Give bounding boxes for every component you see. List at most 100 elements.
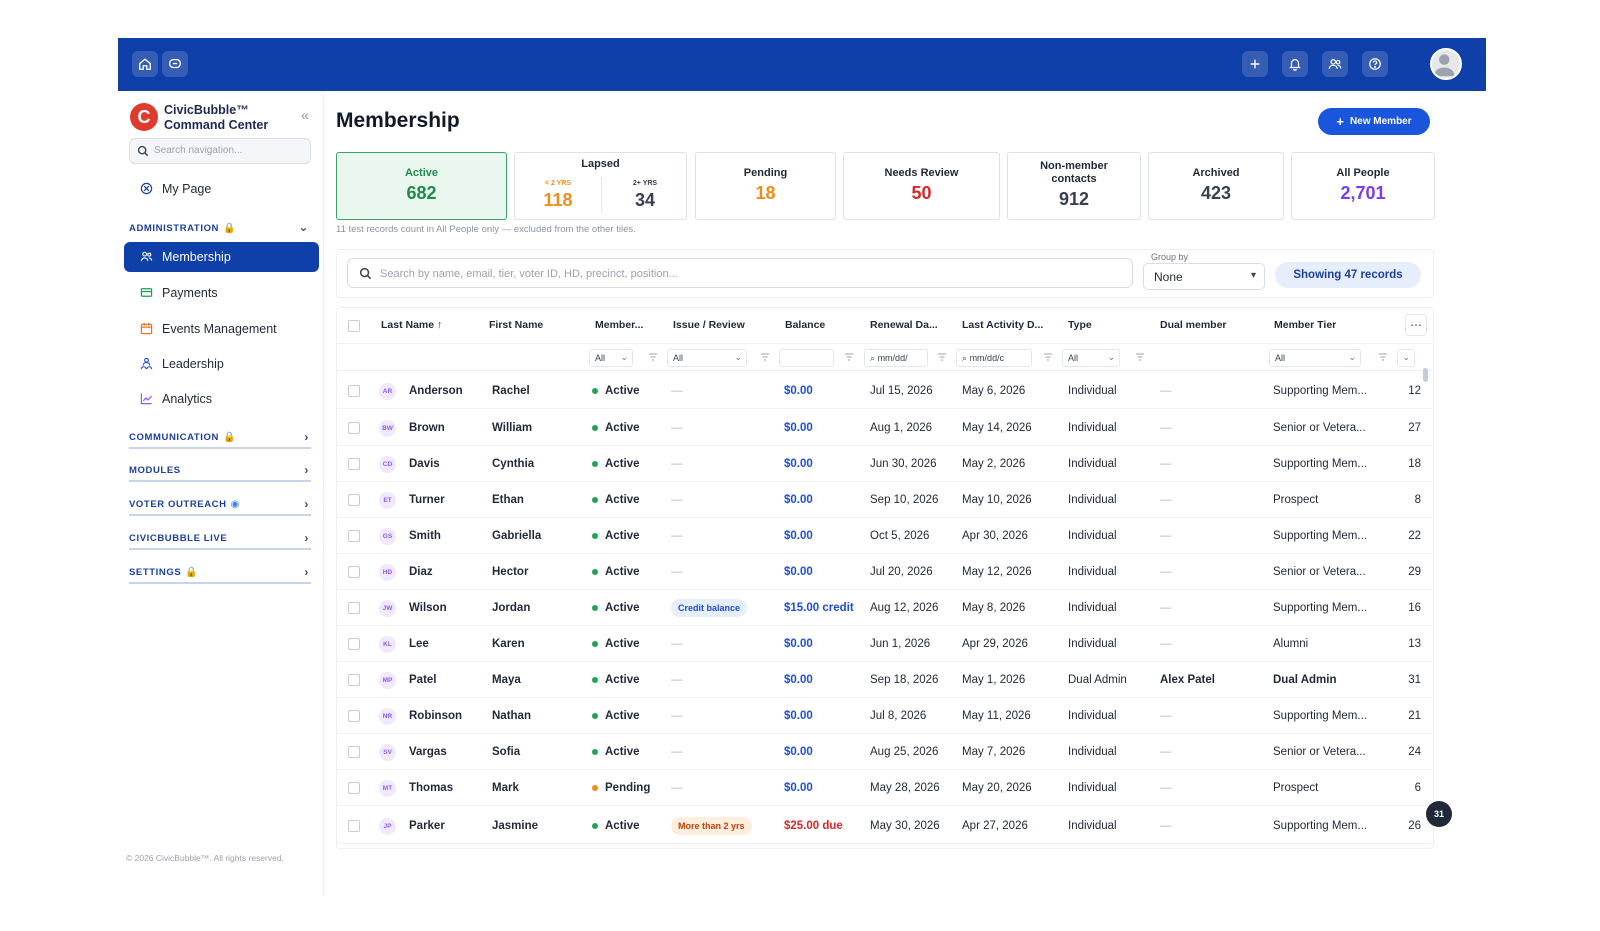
- table-row[interactable]: BW Brown William Active — $0.00 Aug 1, 2026 May…: [337, 410, 1433, 446]
- filter-tier-select[interactable]: All ⌄: [1269, 349, 1361, 367]
- section-voter-outreach[interactable]: VOTER OUTREACH ◉ ›: [129, 494, 311, 516]
- last-name[interactable]: Brown: [409, 422, 445, 434]
- filter-icon[interactable]: [937, 352, 947, 362]
- floating-count-badge[interactable]: 31: [1426, 801, 1452, 827]
- filter-icon[interactable]: [1043, 352, 1053, 362]
- last-name[interactable]: Wilson: [409, 602, 447, 614]
- col-member-status[interactable]: Member...: [595, 319, 644, 331]
- section-settings[interactable]: SETTINGS 🔒 ›: [129, 562, 311, 584]
- filter-icon[interactable]: [760, 352, 770, 362]
- table-row[interactable]: ET Turner Ethan Active — $0.00 Sep 10, 2026 May…: [337, 482, 1433, 518]
- member-search-input[interactable]: Search by name, email, tier, voter ID, H…: [347, 258, 1133, 288]
- table-row[interactable]: MP Patel Maya Active — $0.00 Sep 18, 2026 May 1…: [337, 662, 1433, 698]
- filter-icon[interactable]: [1378, 352, 1388, 362]
- last-name[interactable]: Thomas: [409, 782, 454, 794]
- tile-needs-review[interactable]: Needs Review 50: [843, 152, 1000, 220]
- collapse-sidebar-icon[interactable]: «: [301, 107, 309, 123]
- col-balance[interactable]: Balance: [785, 319, 826, 331]
- filter-icon[interactable]: [648, 352, 658, 362]
- table-row[interactable]: HD Diaz Hector Active — $0.00 Jul 20, 2026 May …: [337, 554, 1433, 590]
- sidebar-item-events[interactable]: Events Management: [124, 314, 319, 344]
- filter-issue-select[interactable]: All ⌄: [667, 349, 747, 367]
- col-renewal-date[interactable]: Renewal Da...: [870, 319, 938, 331]
- tile-active[interactable]: Active 682: [336, 152, 507, 220]
- col-first-name[interactable]: First Name: [489, 319, 544, 331]
- row-checkbox[interactable]: [348, 494, 360, 506]
- row-checkbox[interactable]: [348, 530, 360, 542]
- row-checkbox[interactable]: [348, 638, 360, 650]
- row-checkbox[interactable]: [348, 710, 360, 722]
- user-avatar[interactable]: [1430, 48, 1462, 80]
- sidebar-item-analytics[interactable]: Analytics: [124, 384, 319, 414]
- row-checkbox[interactable]: [348, 746, 360, 758]
- section-administration[interactable]: ADMINISTRATION 🔒 ⌄: [129, 217, 311, 239]
- last-name[interactable]: Robinson: [409, 710, 463, 722]
- chat-icon[interactable]: [162, 51, 188, 77]
- brand[interactable]: C CivicBubble™ Command Center «: [130, 101, 320, 137]
- row-checkbox[interactable]: [348, 566, 360, 578]
- row-checkbox[interactable]: [348, 674, 360, 686]
- help-icon[interactable]: [1362, 51, 1388, 77]
- table-row[interactable]: JW Wilson Jordan Active Credit balance $15.00…: [337, 590, 1433, 626]
- col-dual-member[interactable]: Dual member: [1160, 319, 1227, 331]
- table-row[interactable]: KL Lee Karen Active — $0.00 Jun 1, 2026 Apr 29,…: [337, 626, 1433, 662]
- table-row[interactable]: CD Davis Cynthia Active — $0.00 Jun 30, 2026 Ma…: [337, 446, 1433, 482]
- last-name[interactable]: Vargas: [409, 746, 447, 758]
- row-checkbox[interactable]: [348, 385, 360, 397]
- col-last-name[interactable]: Last Name ↑: [381, 319, 442, 331]
- row-checkbox[interactable]: [348, 782, 360, 794]
- filter-renewal-date[interactable]: ⌕ mm/dd/: [864, 349, 928, 367]
- tile-all-people[interactable]: All People 2,701: [1291, 152, 1435, 220]
- last-name[interactable]: Lee: [409, 638, 429, 650]
- last-name[interactable]: Turner: [409, 494, 445, 506]
- filter-icon[interactable]: [844, 352, 854, 362]
- row-checkbox[interactable]: [348, 422, 360, 434]
- plus-icon[interactable]: [1242, 51, 1268, 77]
- group-by-select[interactable]: None ▾: [1143, 263, 1265, 290]
- table-row[interactable]: SV Vargas Sofia Active — $0.00 Aug 25, 2026 May…: [337, 734, 1433, 770]
- home-icon[interactable]: [132, 51, 158, 77]
- last-name[interactable]: Patel: [409, 674, 437, 686]
- filter-balance-input[interactable]: [779, 349, 834, 367]
- last-name[interactable]: Davis: [409, 458, 440, 470]
- bell-icon[interactable]: [1282, 51, 1308, 77]
- last-name[interactable]: Parker: [409, 820, 445, 832]
- tile-non-member[interactable]: Non-member contacts 912: [1007, 152, 1141, 220]
- select-all-checkbox[interactable]: [348, 320, 360, 332]
- col-last-activity[interactable]: Last Activity D...: [962, 319, 1044, 331]
- table-scrollbar[interactable]: [1423, 368, 1428, 382]
- filter-icon[interactable]: [1135, 352, 1145, 362]
- last-name[interactable]: Smith: [409, 530, 441, 542]
- new-member-button[interactable]: + New Member: [1318, 108, 1430, 135]
- sidebar-item-payments[interactable]: Payments: [124, 278, 319, 308]
- sidebar-item-membership[interactable]: Membership: [124, 242, 319, 272]
- col-type[interactable]: Type: [1068, 319, 1092, 331]
- table-row[interactable]: NR Robinson Nathan Active — $0.00 Jul 8, 2026 M…: [337, 698, 1433, 734]
- row-checkbox[interactable]: [348, 820, 360, 832]
- tile-lapsed[interactable]: Lapsed < 2 YRS 118 2+ YRS 34: [514, 152, 687, 220]
- table-row[interactable]: JP Parker Jasmine Active More than 2 yrs $25.…: [337, 808, 1433, 844]
- row-checkbox[interactable]: [348, 602, 360, 614]
- tile-archived[interactable]: Archived 423: [1148, 152, 1284, 220]
- table-row[interactable]: GS Smith Gabriella Active — $0.00 Oct 5, 2026 A…: [337, 518, 1433, 554]
- section-civicbubble-live[interactable]: CIVICBUBBLE LIVE ›: [129, 528, 311, 550]
- nav-search-input[interactable]: Search navigation...: [129, 138, 311, 164]
- section-communication[interactable]: COMMUNICATION 🔒 ›: [129, 427, 311, 449]
- filter-extra-select[interactable]: ⌄: [1397, 349, 1415, 367]
- sidebar-item-my-page[interactable]: My Page: [124, 174, 319, 204]
- filter-type-select[interactable]: All ⌄: [1062, 349, 1120, 367]
- more-options-icon[interactable]: ⋯: [1405, 314, 1427, 336]
- col-member-tier[interactable]: Member Tier: [1274, 319, 1337, 331]
- col-issue-review[interactable]: Issue / Review: [673, 319, 745, 331]
- sidebar-item-leadership[interactable]: Leadership: [124, 349, 319, 379]
- tile-pending[interactable]: Pending 18: [695, 152, 836, 220]
- table-row[interactable]: AR Anderson Rachel Active — $0.00 Jul 15, 2026…: [337, 373, 1433, 409]
- section-modules[interactable]: MODULES ›: [129, 460, 311, 482]
- row-checkbox[interactable]: [348, 458, 360, 470]
- last-name[interactable]: Anderson: [409, 385, 463, 397]
- filter-last-activity-date[interactable]: ⌕ mm/dd/c: [956, 349, 1032, 367]
- users-icon[interactable]: [1322, 51, 1348, 77]
- table-row[interactable]: MT Thomas Mark Pending — $0.00 May 28, 2026 May…: [337, 770, 1433, 806]
- last-name[interactable]: Diaz: [409, 566, 433, 578]
- filter-member-select[interactable]: All ⌄: [589, 349, 633, 367]
